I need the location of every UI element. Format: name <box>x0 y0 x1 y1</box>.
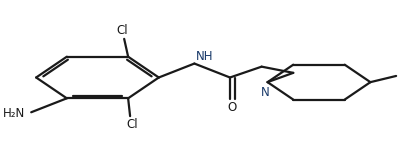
Text: Cl: Cl <box>116 24 128 37</box>
Text: NH: NH <box>196 50 213 63</box>
Text: H₂N: H₂N <box>3 107 25 120</box>
Text: Cl: Cl <box>126 118 138 131</box>
Text: N: N <box>260 86 269 99</box>
Text: O: O <box>227 101 237 114</box>
